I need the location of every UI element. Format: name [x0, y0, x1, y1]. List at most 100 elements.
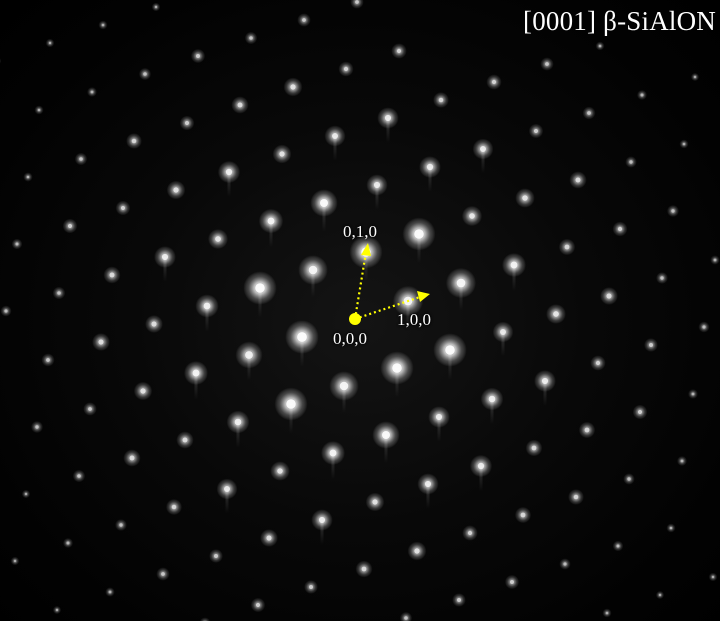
diffraction-spot-glow	[21, 489, 31, 499]
spot-streak	[481, 149, 485, 174]
diffraction-spot	[510, 580, 514, 584]
diffraction-spot	[90, 90, 94, 94]
diffraction-spot	[255, 602, 261, 608]
diffraction-spot	[267, 217, 275, 225]
spot-streak	[194, 373, 198, 400]
diffraction-spot-glow	[0, 58, 2, 64]
diffraction-spot	[108, 590, 112, 594]
diffraction-spot	[318, 516, 326, 524]
diffraction-spot-glow	[52, 605, 62, 615]
label-index-100: 1,0,0	[397, 310, 431, 329]
diffraction-spot	[173, 187, 179, 193]
diffraction-spot	[372, 499, 378, 505]
diffraction-spot	[13, 559, 17, 563]
label-index-010: 0,1,0	[343, 222, 377, 241]
diffraction-spot	[627, 477, 631, 481]
diffraction-spot	[266, 535, 272, 541]
spot-streak	[543, 381, 547, 406]
diffraction-spot	[225, 168, 233, 176]
spot-streak	[163, 257, 167, 282]
diffraction-spot	[573, 494, 579, 500]
diffraction-spot	[214, 554, 218, 558]
diffraction-spot	[520, 512, 526, 518]
diffraction-spot	[277, 468, 283, 474]
diffraction-spot	[161, 253, 169, 261]
diffraction-spot	[297, 332, 307, 342]
spot-streak	[227, 172, 231, 198]
spot-streak	[437, 417, 441, 442]
diffraction-spot	[88, 407, 92, 411]
diffraction-spot	[343, 66, 349, 72]
diffraction-spot	[302, 18, 306, 22]
diffraction-spot	[290, 84, 296, 90]
diffraction-spot	[491, 79, 497, 85]
diffraction-spot	[55, 608, 59, 612]
diffraction-spot-glow	[45, 38, 55, 48]
diffraction-spot	[329, 449, 337, 457]
diffraction-spot	[584, 427, 590, 433]
spot-streak	[512, 265, 516, 292]
spot-streak	[205, 306, 209, 332]
diffraction-spot	[545, 62, 549, 66]
diffraction-spot	[522, 195, 528, 201]
diffraction-spot	[404, 616, 408, 620]
diffraction-spot	[541, 377, 549, 385]
diffraction-spot	[192, 369, 200, 377]
diffraction-spot	[637, 409, 643, 415]
diffraction-spot	[67, 223, 73, 229]
diffraction-spot	[691, 392, 695, 396]
arrow-010-head	[361, 243, 371, 256]
diffraction-spot	[249, 36, 253, 40]
spot-streak	[384, 435, 388, 464]
origin-marker	[349, 313, 361, 325]
diffraction-spot	[109, 272, 115, 278]
diffraction-spot	[119, 523, 123, 527]
diffraction-spot	[598, 44, 602, 48]
spot-streak	[269, 221, 273, 248]
diffraction-spot	[658, 593, 662, 597]
diffraction-spot	[457, 598, 461, 602]
diffraction-spot	[445, 345, 455, 355]
image-title: [0001] β-SiAlON	[523, 6, 716, 36]
diffraction-spot	[480, 146, 486, 152]
diffraction-spot	[488, 395, 496, 403]
diffraction-spot	[605, 611, 609, 615]
diffraction-spot	[151, 321, 157, 327]
diffraction-spot	[617, 226, 623, 232]
diffraction-spot	[171, 504, 177, 510]
diffraction-spot	[564, 244, 570, 250]
diffraction-spot	[435, 413, 443, 421]
diffraction-spot-glow	[10, 556, 20, 566]
diffraction-spot	[702, 325, 706, 329]
diffraction-spot	[531, 445, 537, 451]
diffraction-spot	[101, 23, 105, 27]
diffraction-spot	[234, 418, 242, 426]
diffraction-spot	[563, 562, 567, 566]
diffraction-spot	[629, 160, 633, 164]
index-arrow-layer	[349, 243, 430, 325]
diffraction-spot	[396, 48, 402, 54]
diffraction-spot	[392, 363, 402, 373]
spot-streak	[225, 489, 229, 514]
spot-streak	[375, 185, 379, 210]
diffraction-spot	[129, 455, 135, 461]
diffraction-spot	[649, 343, 653, 347]
diffraction-spot-glow	[34, 105, 44, 115]
diffraction-spot	[308, 265, 318, 275]
spot-streak	[479, 466, 483, 492]
diffraction-spot	[4, 309, 8, 313]
diffraction-spot-glow	[666, 523, 676, 533]
diffraction-spot	[339, 381, 349, 391]
diffraction-spot	[680, 459, 684, 463]
diffraction-spot	[48, 41, 52, 45]
diffraction-spot	[682, 142, 686, 146]
diffraction-spot	[424, 480, 432, 488]
diffraction-spot	[332, 133, 338, 139]
diffraction-spot	[355, 0, 359, 4]
diffraction-spot	[224, 486, 230, 492]
diffraction-spot-glow	[708, 572, 718, 582]
diffraction-spot-glow	[655, 590, 665, 600]
diffraction-spot-glow	[690, 72, 700, 82]
diffraction-spot-glow	[710, 255, 720, 265]
